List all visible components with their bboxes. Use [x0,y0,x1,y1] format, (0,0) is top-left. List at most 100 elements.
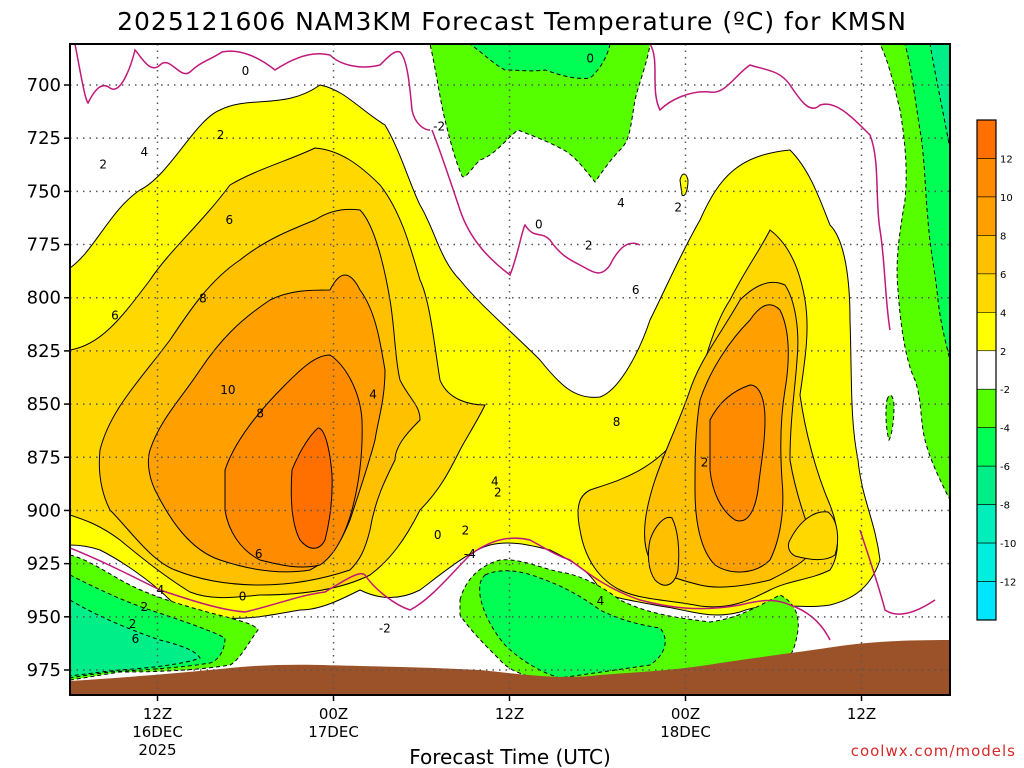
contour-label-15: 6 [132,632,140,646]
colorbar: 12 10 8 6 4 2 -2 -4 -6 -8 -10 -12 [976,119,1016,621]
colorbar-swatch-12 [976,581,997,621]
colorbar-label-10: 10 [1000,193,1013,204]
contour-label-23: 4 [491,475,499,489]
zero-isotherm-lower-right [859,529,936,615]
contour-label-11: 0 [239,590,247,604]
contour-label-22: -4 [464,547,476,561]
colorbar-swatch-7 [976,388,997,428]
y-tick-label-725: 725 [27,128,61,149]
chart-title: 2025121606 NAM3KM Forecast Temperature (… [117,7,907,36]
zero-isotherm-center [431,129,641,277]
contour-label-29: 4 [597,594,605,608]
contour-label-28: 8 [613,415,621,429]
colorbar-label-12: 12 [1000,154,1013,165]
zero-isotherm-middle [649,44,891,331]
contour-2c-island [679,173,689,197]
contour-label-20: 0 [434,528,442,542]
colorbar-swatch-3 [976,235,997,275]
surface-terrain [70,640,950,695]
colorbar-swatch-9 [976,465,997,505]
colorbar-label--4: -4 [1000,424,1010,435]
zero-isotherm-lower [70,537,831,641]
contour-label-24: 2 [494,485,502,499]
contour-label-19: -2 [379,621,391,635]
x-tick-date-3: 18DEC [660,723,711,741]
contour-label-7: 10 [220,383,235,397]
contour-label-26: 4 [617,196,625,210]
contour-label-0: 0 [242,64,250,78]
zero-isotherms [70,44,936,641]
contour-label-30: 2 [674,200,682,214]
colorbar-swatch-10 [976,504,997,544]
cold-region-lower-middle-minus4 [479,570,666,679]
x-tick-date-1: 17DEC [308,723,359,741]
colorbar-swatch-6 [976,350,997,390]
y-tick-label-875: 875 [27,447,61,468]
x-tick-time-3: 00Z [671,705,700,723]
y-tick-label-750: 750 [27,181,61,202]
cold-region-right-minus4 [904,44,950,361]
cold-region-small-island [885,394,895,442]
contour-label-12: 4 [157,583,165,597]
cold-region-lower-left-minus6 [70,599,201,677]
y-axis: 700 725 750 775 800 825 850 875 900 925 950 975 [27,75,70,681]
contour-label-8: 4 [369,387,377,401]
vertical-gridlines [156,44,863,695]
colorbar-label-2: 2 [1000,347,1006,358]
contour-label-14: 2 [129,617,137,631]
y-tick-label-775: 775 [27,235,61,256]
colorbar-label-4: 4 [1000,308,1006,319]
colorbar-label--10: -10 [1000,539,1016,550]
x-tick-time-1: 00Z [319,705,348,723]
contour-label-17: 0 [535,217,543,231]
x-tick-time-2: 12Z [495,705,524,723]
contour-label-16: -2 [433,119,445,133]
colorbar-frame [976,119,997,621]
contour-label-13: 2 [140,600,148,614]
colorbar-label-6: 6 [1000,270,1006,281]
colorbar-swatch-2 [976,196,997,236]
y-tick-label-900: 900 [27,500,61,521]
x-tick-time-0: 12Z [143,705,172,723]
credit-text: coolwx.com/models [851,742,1016,760]
contour-label-21: 2 [462,524,470,538]
x-axis-title: Forecast Time (UTC) [409,745,611,768]
y-tick-label-950: 950 [27,607,61,628]
contour-label-18: 0 [586,51,594,65]
cold-region-upper [429,44,651,183]
colorbar-swatch-0 [976,119,997,159]
y-tick-label-700: 700 [27,75,61,96]
x-tick-date-0: 16DEC [132,723,183,741]
contour-label-25: 2 [585,239,593,253]
cold-region-upper-minus4 [469,44,611,79]
zero-isotherm-upper-left [74,44,431,131]
contour-label-5: 8 [199,292,207,306]
contour-label-10: 6 [255,547,263,561]
contour-label-2: 4 [140,145,148,159]
contour-label-3: 2 [99,158,107,172]
contour-4c-island [787,511,839,561]
contour-6c-island [647,516,680,586]
contour-12c [290,427,333,549]
y-tick-label-925: 925 [27,554,61,575]
colorbar-swatch-4 [976,273,997,313]
contour-label-6: 6 [111,309,119,323]
contour-label-1: 2 [217,128,225,142]
contour-10c [224,354,766,568]
contour-label-9: 8 [256,407,264,421]
colorbar-swatch-5 [976,312,997,352]
y-tick-label-800: 800 [27,288,61,309]
colorbar-label--2: -2 [1000,385,1010,396]
colorbar-label-8: 8 [1000,231,1006,242]
colorbar-swatch-1 [976,158,997,198]
contour-label-4: 6 [226,213,234,227]
colorbar-label--6: -6 [1000,462,1010,473]
x-tick-year-0: 2025 [138,741,176,759]
colorbar-label--8: -8 [1000,501,1010,512]
colorbar-swatch-8 [976,427,997,467]
y-tick-label-975: 975 [27,660,61,681]
